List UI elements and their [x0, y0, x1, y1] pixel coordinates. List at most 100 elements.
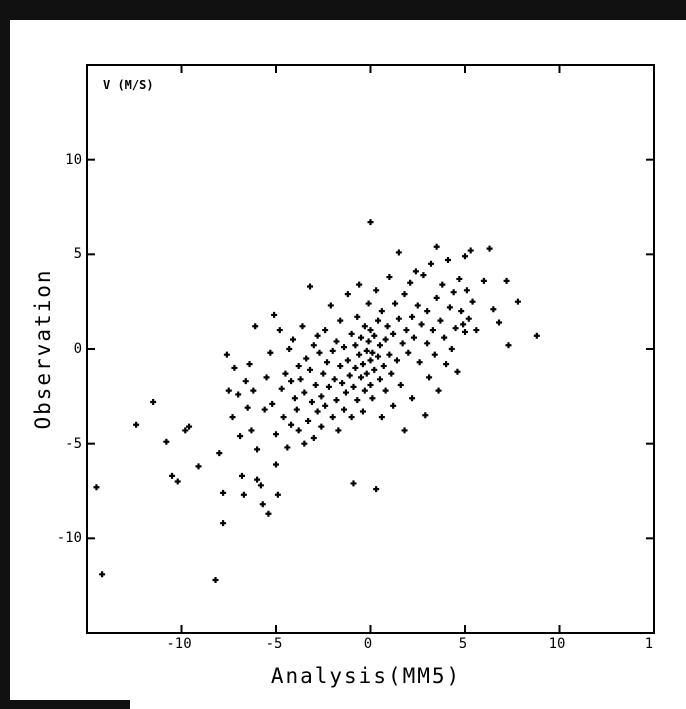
- data-point: [324, 359, 331, 366]
- data-point: [312, 381, 319, 388]
- data-point: [356, 281, 363, 288]
- data-point: [462, 328, 468, 335]
- data-point: [441, 334, 448, 341]
- data-point: [431, 351, 438, 358]
- data-point: [273, 431, 279, 438]
- data-point: [237, 433, 244, 440]
- data-point: [363, 370, 370, 377]
- data-point: [259, 501, 266, 508]
- data-point: [242, 378, 249, 385]
- data-point: [307, 366, 314, 373]
- data-point: [269, 400, 276, 407]
- data-point: [369, 349, 376, 356]
- data-point: [463, 287, 470, 294]
- data-point: [314, 332, 321, 339]
- data-point: [410, 334, 417, 341]
- data-point: [288, 421, 295, 428]
- data-point: [392, 300, 399, 307]
- data-point: [257, 482, 264, 489]
- x-tick-label: -5: [266, 636, 283, 652]
- data-point: [418, 321, 425, 328]
- data-point: [386, 351, 393, 358]
- data-point: [384, 323, 391, 330]
- data-point: [390, 402, 397, 409]
- variable-label: V (M/S): [103, 78, 154, 92]
- data-point: [350, 383, 357, 390]
- data-point: [354, 397, 361, 404]
- data-point: [467, 247, 474, 254]
- data-point: [278, 385, 285, 392]
- data-point: [254, 446, 261, 453]
- data-point: [325, 383, 332, 390]
- data-point: [433, 243, 440, 250]
- data-point: [435, 387, 442, 394]
- data-point: [407, 279, 414, 286]
- plot-frame: [86, 64, 655, 634]
- data-point: [133, 421, 140, 428]
- y-tick-label: -5: [65, 436, 82, 452]
- data-point: [337, 317, 344, 324]
- data-point: [240, 491, 247, 498]
- data-point: [386, 274, 393, 281]
- data-point: [378, 308, 385, 315]
- data-point: [443, 361, 450, 368]
- data-point: [337, 363, 344, 370]
- data-point: [399, 340, 406, 347]
- x-tick-label: -10: [166, 636, 191, 652]
- data-point: [382, 387, 389, 394]
- data-point: [344, 357, 351, 364]
- data-point: [344, 291, 351, 298]
- data-point: [93, 484, 100, 491]
- data-point: [186, 423, 193, 430]
- data-point: [380, 363, 387, 370]
- data-point: [299, 323, 306, 330]
- axis-ticks: [87, 65, 654, 633]
- data-point: [329, 347, 336, 354]
- data-point: [318, 423, 325, 430]
- data-point: [397, 381, 404, 388]
- data-point: [446, 304, 453, 311]
- data-point: [358, 334, 365, 341]
- y-tick-label: 0: [74, 341, 82, 357]
- data-point: [367, 381, 374, 388]
- data-point: [361, 387, 368, 394]
- data-point: [150, 399, 157, 406]
- data-point: [452, 325, 459, 332]
- data-point: [439, 281, 446, 288]
- data-point: [490, 306, 497, 313]
- data-point: [346, 372, 353, 379]
- data-point: [350, 480, 357, 487]
- data-point: [358, 374, 365, 381]
- data-point: [424, 308, 431, 315]
- data-point: [310, 342, 317, 349]
- data-point: [356, 351, 363, 358]
- data-point: [401, 427, 408, 434]
- data-point: [433, 294, 440, 301]
- data-point: [254, 476, 261, 483]
- data-point: [462, 253, 468, 260]
- data-point: [367, 357, 374, 364]
- data-point: [395, 315, 402, 322]
- data-point: [327, 302, 334, 309]
- data-point: [301, 389, 308, 396]
- data-point: [514, 298, 521, 305]
- data-point: [420, 272, 427, 279]
- data-point: [250, 387, 257, 394]
- data-points: [93, 219, 540, 583]
- y-tick-label: 5: [74, 246, 82, 262]
- data-point: [280, 414, 287, 421]
- data-point: [314, 408, 321, 415]
- data-point: [348, 330, 355, 337]
- data-point: [329, 414, 336, 421]
- data-point: [359, 361, 366, 368]
- data-point: [373, 287, 380, 294]
- data-point: [403, 327, 410, 334]
- data-point: [331, 376, 338, 383]
- data-point: [216, 450, 223, 457]
- data-point: [288, 378, 295, 385]
- data-point: [390, 330, 397, 337]
- data-point: [454, 368, 461, 375]
- data-point: [503, 277, 510, 284]
- y-axis-title: Observation: [31, 268, 55, 429]
